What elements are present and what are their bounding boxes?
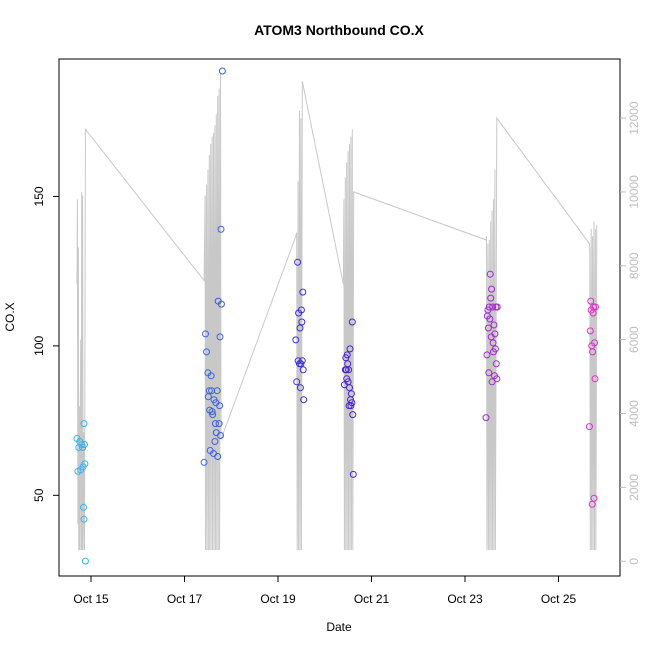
x-tick-label: Oct 21 xyxy=(354,592,390,606)
data-point xyxy=(80,515,88,523)
data-point xyxy=(209,411,217,419)
x-tick-label: Oct 23 xyxy=(447,592,483,606)
data-point xyxy=(211,420,219,428)
data-point xyxy=(489,303,497,311)
data-point xyxy=(80,420,88,428)
data-point xyxy=(348,318,356,326)
data-point xyxy=(483,351,491,359)
data-point xyxy=(80,503,87,511)
y-tick-label: 50 xyxy=(32,488,46,502)
data-point xyxy=(486,315,494,323)
data-point xyxy=(203,348,210,356)
y2-tick-label: 10000 xyxy=(627,175,641,209)
data-point xyxy=(211,438,219,445)
data-point xyxy=(298,318,306,326)
data-point xyxy=(485,303,493,311)
data-point xyxy=(202,330,209,338)
y-axis: 50 100 150 xyxy=(32,186,59,502)
data-point xyxy=(349,411,357,419)
data-point xyxy=(214,453,222,460)
data-point xyxy=(347,402,355,410)
x-axis-label: Date xyxy=(326,620,352,634)
data-point xyxy=(491,330,499,338)
data-point xyxy=(591,375,599,383)
chart-title: ATOM3 Northbound CO.X xyxy=(254,22,424,38)
data-point xyxy=(493,375,501,383)
data-point xyxy=(78,441,86,448)
data-point xyxy=(589,348,597,356)
data-point xyxy=(346,345,354,353)
data-point xyxy=(492,360,500,368)
data-point xyxy=(217,225,225,233)
data-point xyxy=(488,285,496,293)
data-point xyxy=(216,333,224,341)
data-point xyxy=(343,351,351,359)
point-series-layer xyxy=(73,67,599,565)
data-point xyxy=(215,420,223,428)
y2-tick-label: 12000 xyxy=(627,101,641,135)
data-point xyxy=(200,458,208,466)
data-point xyxy=(493,303,501,311)
data-point xyxy=(489,339,497,347)
data-point xyxy=(292,336,300,344)
data-point xyxy=(484,324,492,332)
data-point xyxy=(213,387,221,395)
data-point xyxy=(217,300,225,308)
plot-frame xyxy=(58,58,621,577)
data-point xyxy=(348,399,356,407)
data-point xyxy=(346,384,353,392)
x-tick-label: Oct 15 xyxy=(73,592,109,606)
data-point xyxy=(345,366,353,374)
data-point xyxy=(347,390,355,398)
data-point xyxy=(491,345,499,353)
x-tick-label: Oct 19 xyxy=(260,592,296,606)
data-point xyxy=(486,270,494,278)
data-point xyxy=(216,402,224,410)
data-point xyxy=(208,408,216,416)
data-point xyxy=(218,67,226,75)
data-point xyxy=(490,321,498,329)
data-point xyxy=(586,327,594,335)
data-point xyxy=(349,470,357,478)
data-point xyxy=(591,303,599,311)
data-point xyxy=(585,423,593,431)
y2-tick-label: 2000 xyxy=(627,474,641,501)
data-point xyxy=(297,306,305,314)
data-point xyxy=(590,494,598,502)
data-point xyxy=(299,288,307,296)
data-point xyxy=(81,557,89,565)
data-point xyxy=(207,372,215,380)
y-axis-label: CO.X xyxy=(3,302,17,331)
data-point xyxy=(293,378,301,386)
y2-tick-label: 6000 xyxy=(627,326,641,353)
line-series xyxy=(76,73,598,551)
y2-tick-label: 0 xyxy=(627,558,641,565)
data-point xyxy=(482,414,490,422)
data-point xyxy=(300,396,308,404)
data-point xyxy=(487,294,495,302)
data-point xyxy=(591,339,598,347)
x-tick-label: Oct 17 xyxy=(167,592,203,606)
data-point xyxy=(81,441,88,448)
y2-tick-label: 8000 xyxy=(627,252,641,279)
data-point xyxy=(587,297,595,305)
data-point xyxy=(217,432,224,439)
data-point xyxy=(299,366,307,374)
x-tick-label: Oct 25 xyxy=(541,592,577,606)
data-point xyxy=(296,384,304,392)
data-point xyxy=(205,387,213,395)
x-axis: Oct 15 Oct 17 Oct 19 Oct 21 Oct 23 Oct 25 xyxy=(73,576,576,606)
line-series-layer xyxy=(76,73,598,551)
y-tick-label: 150 xyxy=(32,186,46,206)
data-point xyxy=(81,460,89,468)
data-point xyxy=(294,258,302,266)
y-tick-label: 100 xyxy=(32,336,46,356)
right-y-axis: 0 2000 4000 6000 8000 10000 12000 xyxy=(620,101,641,565)
data-point xyxy=(485,369,493,377)
data-point xyxy=(298,357,306,365)
y2-tick-label: 4000 xyxy=(627,400,641,427)
